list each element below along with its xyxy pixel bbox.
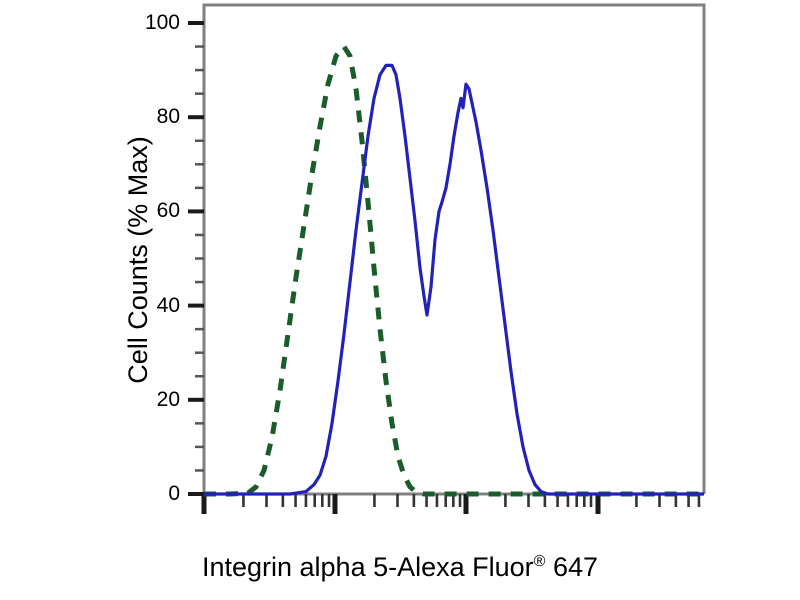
x-axis-title-main: Integrin alpha 5-Alexa Fluor bbox=[201, 552, 534, 582]
y-axis-tick-label: 100 bbox=[144, 11, 180, 34]
registered-trademark-symbol: ® bbox=[533, 553, 546, 570]
plot-frame bbox=[202, 3, 706, 496]
x-axis-title-tail: 647 bbox=[545, 552, 599, 582]
series-line bbox=[204, 44, 704, 497]
y-axis-ticks bbox=[188, 21, 204, 496]
data-series-group bbox=[204, 44, 704, 497]
x-axis-ticks bbox=[201, 494, 701, 514]
y-axis-tick-label: 20 bbox=[156, 387, 180, 411]
series-line bbox=[204, 63, 704, 496]
y-axis-title: Cell Counts (% Max) bbox=[123, 136, 153, 384]
y-axis-tick-label: 0 bbox=[168, 482, 180, 505]
x-axis-title: Integrin alpha 5-Alexa Fluor® 647 bbox=[0, 552, 800, 583]
y-axis-tick-label: 40 bbox=[156, 293, 180, 317]
y-axis-tick-label: 60 bbox=[156, 199, 180, 223]
y-axis-tick-label: 80 bbox=[156, 105, 180, 129]
